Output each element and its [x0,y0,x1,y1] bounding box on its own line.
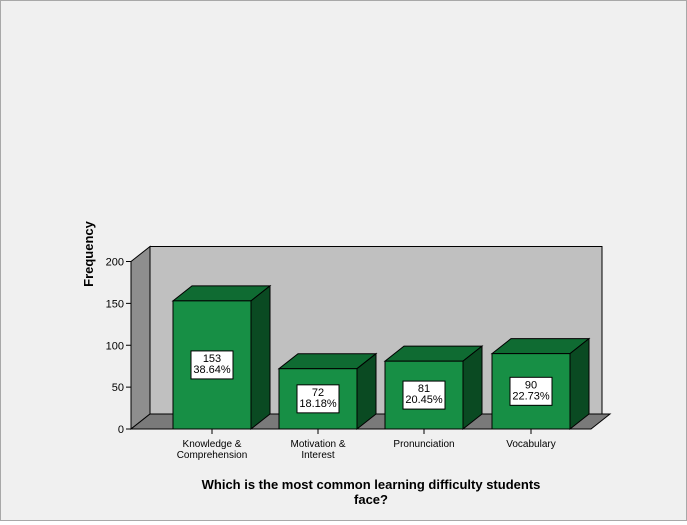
y-tick-label: 50 [112,382,124,394]
bar-side [570,339,589,429]
x-tick-label: Comprehension [177,450,248,461]
x-tick-label: Interest [301,450,335,461]
y-axis-label: Frequency [81,220,96,287]
data-label-percent: 18.18% [299,398,337,410]
x-axis-label: Which is the most common learning diffic… [202,477,541,507]
y-tick-label: 150 [106,298,124,310]
left-wall [131,247,150,430]
data-label-percent: 22.73% [512,390,550,402]
x-tick-label: Knowledge & [183,439,242,450]
bar-side [251,286,270,429]
bar-side [463,346,482,429]
x-tick-label: Pronunciation [393,439,454,450]
data-label-percent: 20.45% [405,394,443,406]
y-tick-label: 100 [106,340,124,352]
x-tick-label: Vocabulary [506,439,555,450]
y-tick-label: 200 [106,257,124,269]
y-tick-label: 0 [118,424,124,436]
data-label-percent: 38.64% [193,364,231,376]
x-tick-label: Motivation & [290,439,345,450]
